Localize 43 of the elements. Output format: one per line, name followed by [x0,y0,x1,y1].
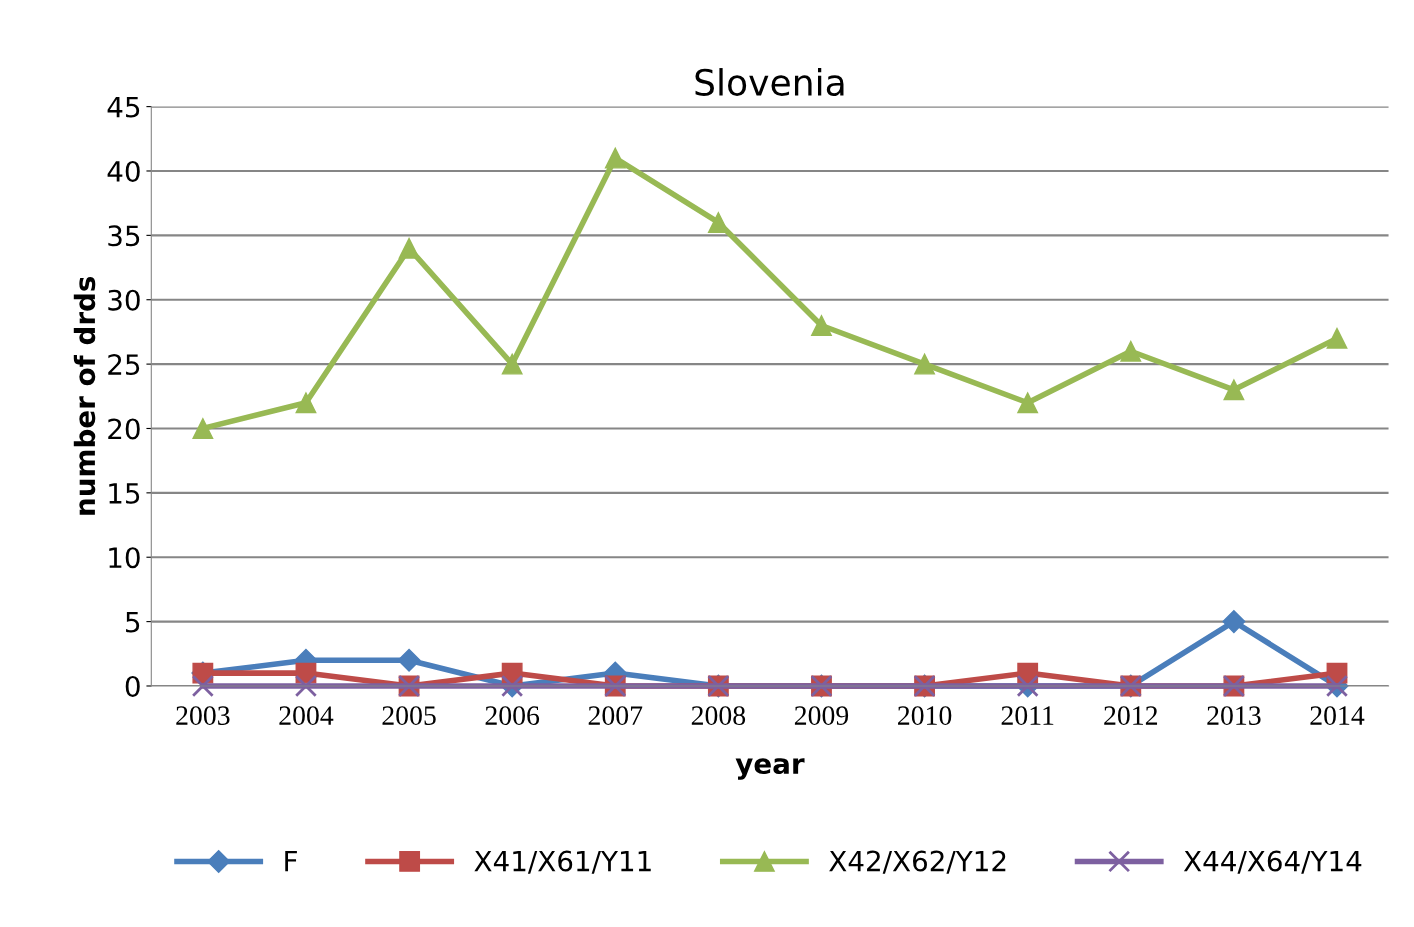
point [398,237,420,259]
point [811,315,832,336]
y-tick-label: 15 [109,483,140,504]
x-tick-label: 2007 [588,706,643,725]
x-tick-label: 2006 [485,706,540,725]
x-axis-title: year [735,758,805,780]
x-tick-label: 2009 [794,706,849,725]
chart-title: Slovenia [695,68,844,97]
x-tick-label: 2011 [1001,706,1054,725]
y-tick-label: 20 [108,418,140,440]
point [1120,340,1142,362]
y-tick-label: 5 [126,611,140,633]
x-tick-label: 2008 [691,706,746,725]
point [295,392,317,414]
legend-label: F [285,850,297,872]
y-tick-label: 40 [107,160,140,182]
point [501,353,523,375]
point [1222,610,1246,634]
y-tick-label: 45 [107,96,140,118]
x-tick-label: 2012 [1104,706,1158,725]
y-tick-label: 10 [109,547,140,569]
point [1223,379,1245,401]
point [1326,327,1348,349]
x-tick-label: 2014 [1310,706,1365,725]
legend-label: X41/X61/Y11 [474,850,651,874]
legend-label: X44/X64/Y14 [1183,850,1362,874]
point [707,212,729,233]
x-tick-label: 2005 [382,706,436,725]
y-tick-label: 0 [125,675,140,697]
legend-label: X42/X62/Y12 [829,850,1006,874]
x-tick-label: 2010 [898,706,952,725]
point [604,147,626,169]
point [192,418,214,439]
y-tick-label: 30 [108,289,140,311]
x-tick-label: 2004 [279,706,334,725]
point [397,648,421,672]
x-tick-label: 2013 [1207,706,1261,725]
y-axis-title: number of drds [73,276,96,515]
y-tick-label: 35 [108,225,140,247]
y-tick-label: 25 [108,354,140,376]
point [914,353,935,375]
x-tick-label: 2003 [176,706,230,725]
point [1017,392,1039,414]
